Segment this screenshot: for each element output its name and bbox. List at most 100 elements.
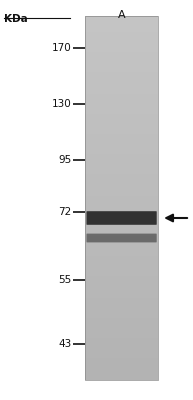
Bar	[85, 20, 158, 22]
Bar	[85, 318, 158, 320]
Bar	[85, 256, 158, 258]
Bar	[85, 131, 158, 132]
Bar	[85, 74, 158, 76]
Bar	[85, 63, 158, 65]
Bar	[85, 80, 158, 82]
Bar	[85, 218, 158, 220]
Bar	[85, 45, 158, 47]
Bar	[85, 344, 158, 346]
Bar	[85, 169, 158, 171]
Bar	[85, 229, 158, 231]
Bar	[85, 294, 158, 296]
Text: 72: 72	[58, 207, 71, 217]
Bar	[85, 240, 158, 242]
Bar	[85, 69, 158, 70]
Bar	[85, 62, 158, 63]
Bar	[85, 224, 158, 225]
Bar	[85, 122, 158, 123]
Bar	[85, 82, 158, 83]
Bar	[85, 43, 158, 45]
Bar	[85, 302, 158, 304]
Bar	[85, 91, 158, 92]
Bar	[85, 285, 158, 287]
Bar	[85, 260, 158, 262]
Bar	[85, 180, 158, 182]
Text: 95: 95	[58, 155, 71, 165]
Bar	[85, 16, 158, 380]
Bar	[85, 220, 158, 222]
Bar	[85, 138, 158, 140]
Bar	[85, 50, 158, 52]
Bar	[85, 167, 158, 169]
Bar	[85, 67, 158, 69]
Bar	[85, 123, 158, 125]
Bar	[85, 111, 158, 112]
Bar	[85, 236, 158, 238]
Bar	[85, 371, 158, 373]
Bar	[85, 160, 158, 162]
Bar	[85, 103, 158, 105]
Bar	[85, 92, 158, 94]
Bar	[85, 184, 158, 185]
Bar	[85, 374, 158, 376]
Bar	[85, 176, 158, 178]
Bar	[85, 326, 158, 327]
Bar	[85, 22, 158, 23]
Bar	[85, 116, 158, 118]
Bar	[85, 304, 158, 305]
Bar	[85, 89, 158, 91]
Bar	[85, 36, 158, 38]
Bar	[85, 338, 158, 340]
Bar	[85, 245, 158, 247]
Bar	[85, 367, 158, 369]
Bar	[85, 225, 158, 227]
Text: 130: 130	[52, 99, 71, 109]
Bar	[85, 171, 158, 172]
Bar	[85, 52, 158, 54]
Bar	[85, 107, 158, 109]
Bar	[85, 314, 158, 316]
Bar	[85, 47, 158, 49]
Bar	[85, 76, 158, 78]
Bar	[85, 351, 158, 353]
Bar	[85, 322, 158, 324]
Bar	[85, 187, 158, 189]
Bar	[85, 136, 158, 138]
Bar	[85, 254, 158, 256]
Bar	[85, 192, 158, 194]
Bar	[85, 105, 158, 107]
Bar	[85, 329, 158, 331]
Bar	[85, 327, 158, 329]
Bar	[85, 98, 158, 100]
Bar	[85, 58, 158, 60]
Bar	[85, 362, 158, 364]
Bar	[85, 54, 158, 56]
Bar	[85, 29, 158, 30]
Bar	[85, 112, 158, 114]
Bar	[85, 70, 158, 72]
Bar	[85, 172, 158, 174]
Bar	[85, 38, 158, 40]
Bar	[85, 211, 158, 212]
Bar	[85, 198, 158, 200]
Bar	[85, 158, 158, 160]
Bar	[85, 16, 158, 18]
Bar	[85, 320, 158, 322]
Bar	[85, 293, 158, 294]
Bar	[85, 49, 158, 50]
FancyArrowPatch shape	[166, 215, 187, 221]
Bar	[85, 212, 158, 214]
Bar	[85, 134, 158, 136]
Bar	[85, 202, 158, 204]
Bar	[85, 147, 158, 149]
Bar	[85, 194, 158, 196]
Bar	[85, 83, 158, 85]
Bar	[85, 313, 158, 314]
Bar	[85, 102, 158, 103]
Text: 55: 55	[58, 275, 71, 285]
Text: 170: 170	[52, 43, 71, 53]
Bar	[85, 271, 158, 273]
Bar	[85, 196, 158, 198]
FancyBboxPatch shape	[86, 234, 157, 242]
Bar	[85, 267, 158, 269]
